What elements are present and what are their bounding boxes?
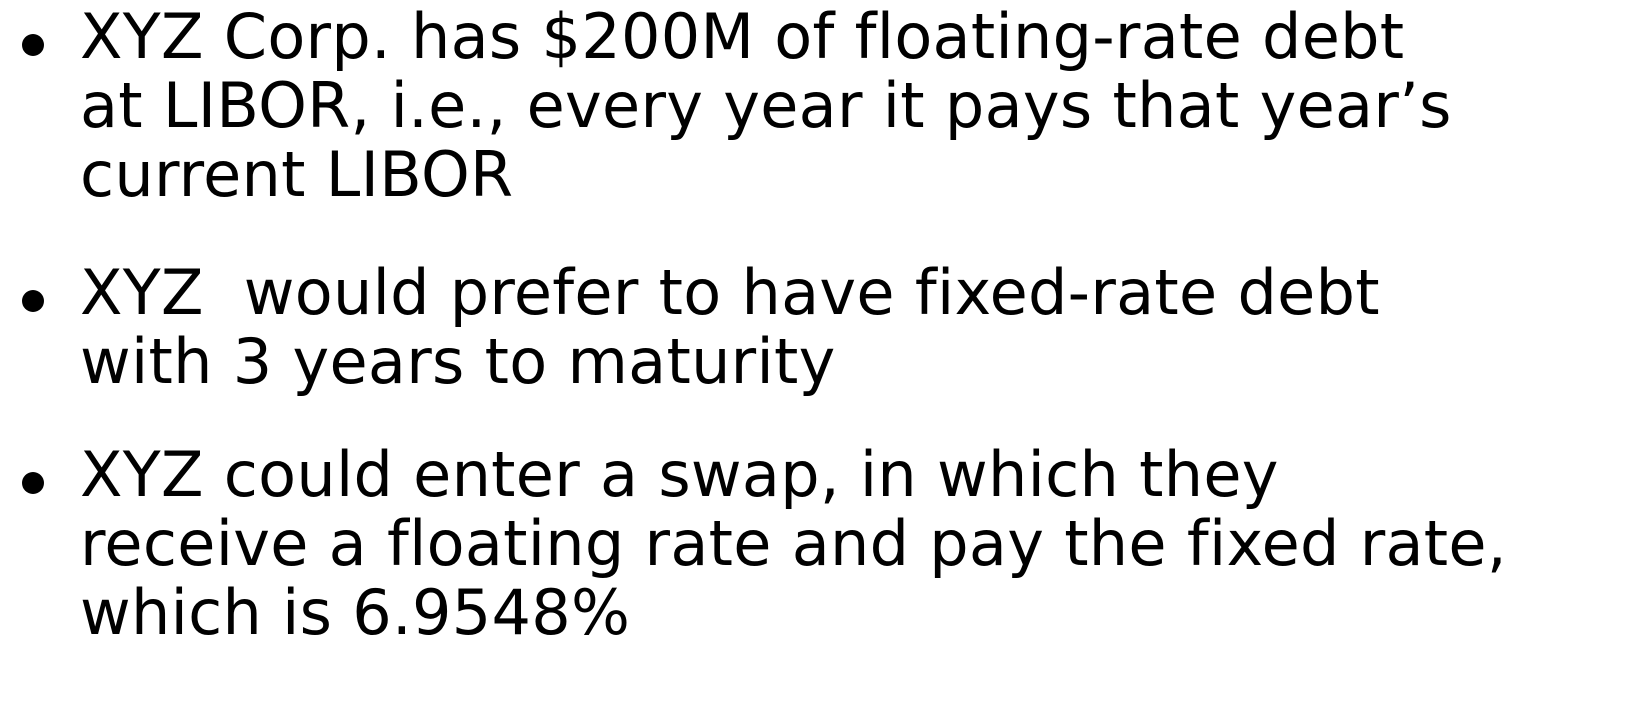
bullet-line: receive a floating rate and pay the fixe… [80, 507, 1507, 580]
bullet-dot-icon [22, 290, 44, 312]
bullet-text: XYZ would prefer to have fixed-rate debt… [80, 258, 1640, 396]
bullet-line: XYZ could enter a swap, in which they [80, 438, 1279, 511]
bullet-dot-icon [22, 472, 44, 494]
bullet-line: current LIBOR [80, 138, 514, 211]
bullet-dot-icon [22, 34, 44, 56]
bullet-text: XYZ could enter a swap, in which they re… [80, 440, 1640, 647]
bullet-line: XYZ would prefer to have fixed-rate debt [80, 256, 1380, 329]
bullet-text: XYZ Corp. has $200M of floating-rate deb… [80, 2, 1640, 209]
bullet-line: which is 6.9548% [80, 576, 631, 649]
bullet-line: with 3 years to maturity [80, 325, 836, 398]
bullet-line: at LIBOR, i.e., every year it pays that … [80, 69, 1452, 142]
bullet-line: XYZ Corp. has $200M of floating-rate deb… [80, 0, 1405, 73]
